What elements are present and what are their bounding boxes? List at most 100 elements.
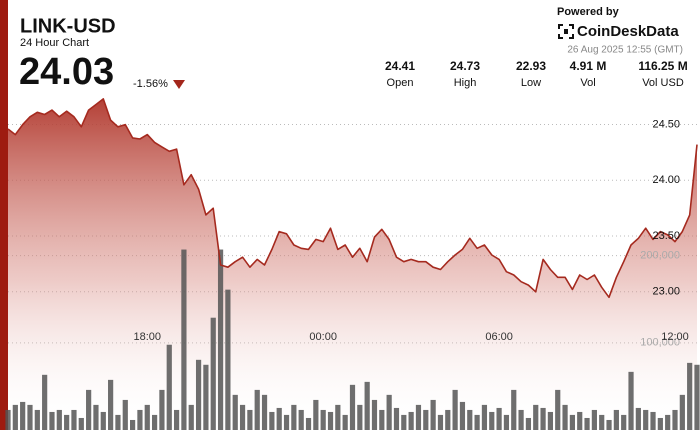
volume-bar bbox=[496, 407, 502, 430]
powered-by: Powered by bbox=[557, 6, 620, 18]
brand: CoinDeskData bbox=[577, 23, 679, 40]
volume-bar bbox=[12, 404, 18, 430]
volume-bar bbox=[283, 414, 290, 430]
volume-bar bbox=[254, 389, 260, 430]
volume-bar bbox=[577, 411, 583, 430]
stat-label: Open bbox=[387, 77, 414, 89]
volume-bar bbox=[445, 409, 451, 430]
volume-bar bbox=[108, 379, 114, 430]
volume-bar bbox=[93, 404, 99, 430]
volume-bar bbox=[122, 399, 128, 430]
volume-bar bbox=[628, 371, 634, 430]
timestamp: 26 Aug 2025 12:55 (GMT) bbox=[567, 45, 683, 56]
volume-bar bbox=[71, 409, 77, 430]
volume-bar bbox=[86, 389, 92, 430]
volume-bar bbox=[173, 409, 180, 430]
volume-bar bbox=[327, 411, 334, 430]
volume-bar bbox=[474, 414, 480, 430]
volume-bar bbox=[540, 407, 546, 430]
volume-bar bbox=[64, 414, 70, 430]
stat-label: Vol USD bbox=[642, 77, 684, 89]
volume-bar bbox=[34, 409, 40, 430]
volume-bar bbox=[56, 409, 62, 430]
volume-bar bbox=[452, 389, 458, 430]
stat-value: 24.41 bbox=[385, 59, 415, 73]
volume-bar bbox=[489, 411, 495, 430]
volume-bar bbox=[379, 409, 385, 430]
volume-bar bbox=[613, 409, 619, 430]
volume-bar bbox=[305, 417, 312, 430]
volume-bar bbox=[371, 399, 378, 430]
volume-bar bbox=[364, 381, 370, 430]
stat-label: Low bbox=[521, 77, 541, 89]
volume-bar bbox=[562, 404, 568, 430]
volume-bar bbox=[401, 414, 407, 430]
volume-bar bbox=[144, 404, 150, 430]
volume-bar bbox=[269, 411, 275, 430]
volume-bar bbox=[159, 389, 165, 430]
volume-bar bbox=[408, 411, 414, 430]
volume-bar bbox=[437, 414, 444, 430]
volume-bar bbox=[481, 404, 488, 430]
volume-bar bbox=[20, 401, 26, 430]
volume-bar bbox=[459, 401, 466, 430]
volume-bar bbox=[657, 417, 663, 430]
volume-bar bbox=[650, 411, 656, 430]
volume-bar bbox=[335, 404, 341, 430]
volume-bar bbox=[298, 409, 304, 430]
volume-bar bbox=[42, 374, 48, 430]
stats: 24.41 Open 24.73 High 22.93 Low 4.91 M Vol 116.2… bbox=[385, 59, 688, 89]
volume-bar bbox=[525, 417, 532, 430]
volume-bar bbox=[232, 394, 238, 430]
volume-bar bbox=[672, 409, 678, 430]
accent-stripe bbox=[0, 0, 8, 430]
chart-subtitle: 24 Hour Chart bbox=[20, 37, 89, 49]
stat-label: Vol bbox=[580, 77, 595, 89]
change: -1.56% bbox=[133, 78, 168, 90]
volume-bar bbox=[342, 414, 348, 430]
volume-bar bbox=[261, 394, 268, 430]
volume-bar bbox=[533, 404, 539, 430]
volume-bar bbox=[78, 417, 84, 430]
volume-bar bbox=[195, 359, 202, 430]
y-tick-label: 24.50 bbox=[652, 118, 680, 130]
volume-bar bbox=[679, 394, 685, 430]
volume-bar bbox=[423, 409, 429, 430]
x-tick-label: 06:00 bbox=[485, 331, 513, 343]
volume-bar bbox=[621, 414, 627, 430]
volume-bar bbox=[591, 409, 597, 430]
volume-bar bbox=[643, 409, 649, 430]
stat-value: 22.93 bbox=[516, 59, 546, 73]
volume-bar bbox=[357, 404, 363, 430]
volume-bar bbox=[430, 399, 436, 430]
volume-bar bbox=[276, 407, 282, 430]
volume-bar bbox=[386, 394, 392, 430]
volume-bar bbox=[203, 364, 209, 430]
volume-bar bbox=[291, 404, 297, 430]
stat-value: 24.73 bbox=[450, 59, 480, 73]
volume-bar bbox=[5, 409, 11, 430]
x-tick-label: 00:00 bbox=[309, 331, 337, 343]
volume-bar bbox=[239, 404, 246, 430]
volume-bar bbox=[635, 407, 641, 430]
volume-bar bbox=[393, 407, 400, 430]
volume-bar bbox=[467, 409, 473, 430]
volume-bar bbox=[313, 399, 319, 430]
volume-bar bbox=[137, 409, 143, 430]
volume-bar bbox=[547, 411, 554, 430]
stat-value: 4.91 M bbox=[570, 59, 607, 73]
volume-bar bbox=[151, 414, 158, 430]
volume-bar bbox=[49, 411, 55, 430]
volume-bar bbox=[115, 414, 121, 430]
price: 24.03 bbox=[19, 51, 114, 93]
volume-bar bbox=[511, 389, 517, 430]
volume-bar bbox=[599, 414, 605, 430]
volume-bar bbox=[518, 409, 524, 430]
volume-bar bbox=[694, 364, 700, 430]
y-tick-label: 23.50 bbox=[652, 230, 680, 242]
volume-bar bbox=[569, 414, 575, 430]
x-tick-label: 18:00 bbox=[134, 331, 162, 343]
price-area bbox=[8, 98, 697, 430]
volume-bar bbox=[665, 414, 671, 430]
